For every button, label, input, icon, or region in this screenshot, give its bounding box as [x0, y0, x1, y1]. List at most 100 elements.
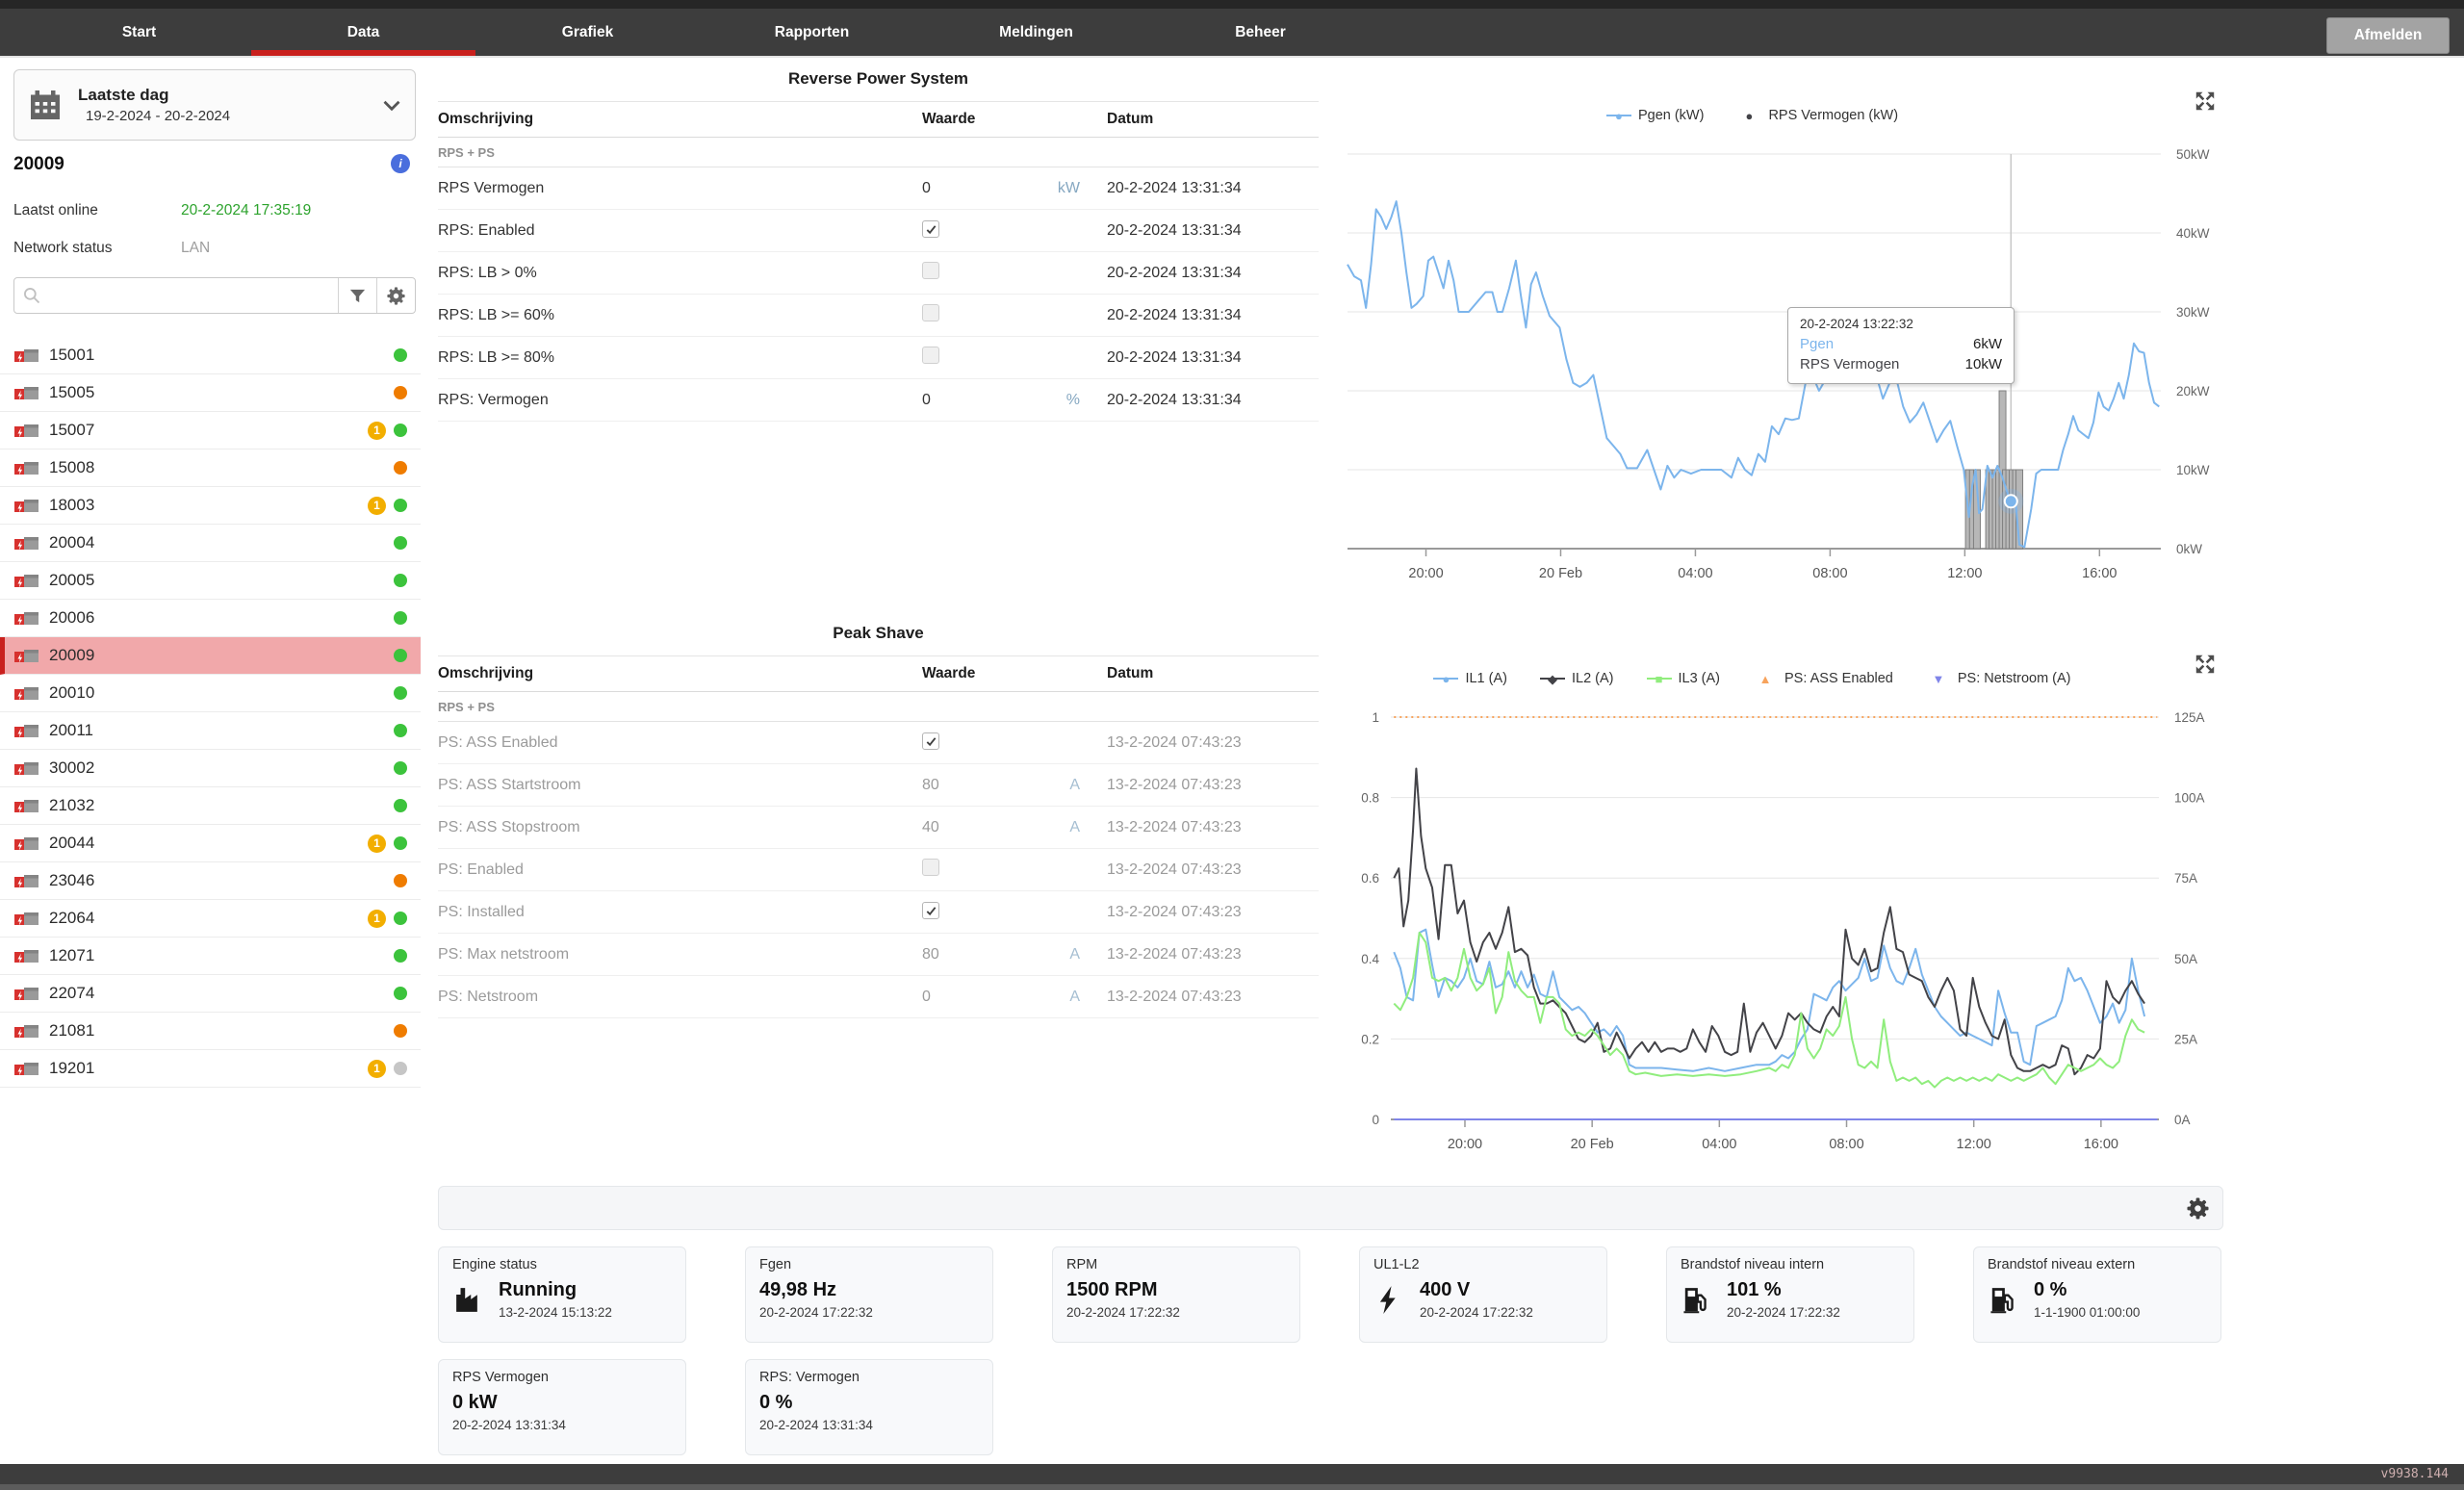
svg-text:04:00: 04:00	[1678, 566, 1712, 581]
currents-chart[interactable]: 0A 0 25A 0.2 50A 0.4 75A 0.6 100A 0.8 125A 1 20:00 20…	[1346, 655, 2250, 1184]
device-id: 21081	[49, 1021, 95, 1040]
device-list-item[interactable]: 20004	[0, 525, 421, 562]
info-icon[interactable]: i	[391, 154, 410, 173]
device-list-item[interactable]: 21032	[0, 787, 421, 825]
table-row: RPS: LB > 0% 20-2-2024 13:31:34	[438, 252, 1319, 295]
card-date: 13-2-2024 15:13:22	[499, 1305, 612, 1320]
legend-item[interactable]: ● RPS Vermogen (kW)	[1736, 108, 1899, 123]
device-list-item[interactable]: 18003 1	[0, 487, 421, 525]
legend-marker: ◆	[1539, 671, 1565, 686]
footer-edge	[0, 1484, 2464, 1490]
search-input[interactable]	[14, 277, 338, 314]
value-checkbox[interactable]	[922, 859, 939, 876]
legend-item[interactable]: ■ IL3 (A)	[1646, 671, 1720, 686]
card-value: 49,98 Hz	[759, 1279, 837, 1300]
card-body: 0 kW 20-2-2024 13:31:34	[452, 1392, 672, 1432]
device-list-item[interactable]: 22074	[0, 975, 421, 1013]
device-list-item[interactable]: 15005	[0, 374, 421, 412]
status-dot	[394, 499, 407, 512]
value-checkbox[interactable]	[922, 902, 939, 920]
value-checkbox[interactable]	[922, 220, 939, 239]
row-description: RPS: Enabled	[438, 221, 535, 239]
svg-text:16:00: 16:00	[2082, 566, 2117, 581]
device-list-item[interactable]: 23046	[0, 862, 421, 900]
legend-item[interactable]: ● IL1 (A)	[1433, 671, 1507, 686]
nav-tab-rapporten[interactable]: Rapporten	[774, 24, 850, 40]
status-card: RPM 1500 RPM 20-2-2024 17:22:32	[1052, 1246, 1300, 1343]
value-checkbox[interactable]	[922, 347, 939, 364]
row-unit: A	[1069, 776, 1080, 793]
tooltip-series-value: 6kW	[1973, 336, 2002, 352]
value-checkbox[interactable]	[922, 262, 939, 279]
device-list-item[interactable]: 30002	[0, 750, 421, 787]
device-id: 19201	[49, 1059, 95, 1077]
nav-tab-start[interactable]: Start	[121, 24, 157, 40]
legend-item[interactable]: ▲ PS: ASS Enabled	[1753, 671, 1893, 686]
alarm-badge: 1	[368, 421, 386, 440]
legend-label: PS: Netstroom (A)	[1957, 671, 2071, 686]
table-row: RPS: LB >= 80% 20-2-2024 13:31:34	[438, 337, 1319, 379]
device-list-item[interactable]: 12071	[0, 938, 421, 975]
device-list-item[interactable]: 20006	[0, 600, 421, 637]
table-row: PS: Netstroom 0 A 13-2-2024 07:43:23	[438, 976, 1319, 1018]
expand-icon[interactable]	[2193, 89, 2218, 114]
row-description: RPS Vermogen	[438, 179, 545, 196]
device-list-item[interactable]: 21081	[0, 1013, 421, 1050]
nav-tab-meldingen[interactable]: Meldingen	[999, 24, 1073, 40]
svg-text:0kW: 0kW	[2176, 542, 2202, 556]
legend-item[interactable]: ◆ IL2 (A)	[1539, 671, 1614, 686]
gear-icon[interactable]	[2187, 1197, 2209, 1220]
date-range-picker[interactable]: Laatste dag 19-2-2024 - 20-2-2024	[13, 69, 416, 141]
device-list-item[interactable]: 15001	[0, 337, 421, 374]
card-value: 0 %	[759, 1392, 793, 1413]
alarm-badge: 1	[368, 496, 386, 515]
row-description: PS: Installed	[438, 903, 525, 920]
device-id: 23046	[49, 871, 95, 889]
pgen-chart[interactable]: 0kW 10kW 20kW 30kW 40kW 50kW 20:00 20 Feb 04:00 0…	[1346, 91, 2250, 621]
row-unit: %	[1065, 391, 1080, 408]
nav-tab-beheer[interactable]: Beheer	[1235, 24, 1286, 40]
logout-button[interactable]: Afmelden	[2326, 17, 2450, 54]
device-list-item[interactable]: 20009	[0, 637, 421, 675]
device-list-item[interactable]: 15008	[0, 450, 421, 487]
nav-tab-grafiek[interactable]: Grafiek	[561, 24, 614, 40]
device-id: 15007	[49, 421, 95, 439]
list-settings-button[interactable]	[376, 278, 415, 313]
top-strip	[0, 0, 2464, 9]
svg-text:0A: 0A	[2174, 1113, 2191, 1127]
svg-text:12:00: 12:00	[1947, 566, 1982, 581]
filter-button[interactable]	[338, 278, 376, 313]
device-list-item[interactable]: 20044 1	[0, 825, 421, 862]
value-checkbox[interactable]	[922, 304, 939, 321]
status-dot	[394, 912, 407, 925]
expand-icon[interactable]	[2193, 652, 2218, 677]
card-date: 20-2-2024 13:31:34	[452, 1418, 566, 1432]
genset-icon	[13, 835, 39, 852]
card-date: 20-2-2024 17:22:32	[1420, 1305, 1533, 1320]
row-unit: A	[1069, 818, 1080, 835]
device-list-item[interactable]: 20005	[0, 562, 421, 600]
device-list-item[interactable]: 20010	[0, 675, 421, 712]
row-date: 13-2-2024 07:43:23	[1107, 945, 1242, 963]
legend-item[interactable]: ▼ PS: Netstroom (A)	[1926, 671, 2071, 686]
chart-tooltip: 20-2-2024 13:22:32 Pgen 6kW RPS Vermogen 1…	[1787, 307, 2015, 384]
card-main: 400 V 20-2-2024 17:22:32	[1420, 1279, 1533, 1320]
row-value	[922, 902, 1018, 922]
device-list-item[interactable]: 20011	[0, 712, 421, 750]
table-row: RPS Vermogen 0 kW 20-2-2024 13:31:34	[438, 167, 1319, 210]
device-list-item[interactable]: 15007 1	[0, 412, 421, 450]
genset-icon	[13, 498, 39, 514]
search-icon	[22, 286, 41, 305]
status-dot	[394, 386, 407, 399]
device-id: 22064	[49, 909, 95, 927]
legend-item[interactable]: ● Pgen (kW)	[1605, 108, 1704, 123]
value-checkbox[interactable]	[922, 732, 939, 751]
row-value: 80	[922, 945, 939, 963]
nav-tab-data[interactable]: Data	[251, 9, 475, 56]
device-list-item[interactable]: 22064 1	[0, 900, 421, 938]
row-value	[922, 859, 1018, 881]
device-list-item[interactable]: 19201 1	[0, 1050, 421, 1088]
device-id: 30002	[49, 758, 95, 777]
card-label: RPS Vermogen	[452, 1370, 549, 1385]
genset-icon	[13, 648, 39, 664]
